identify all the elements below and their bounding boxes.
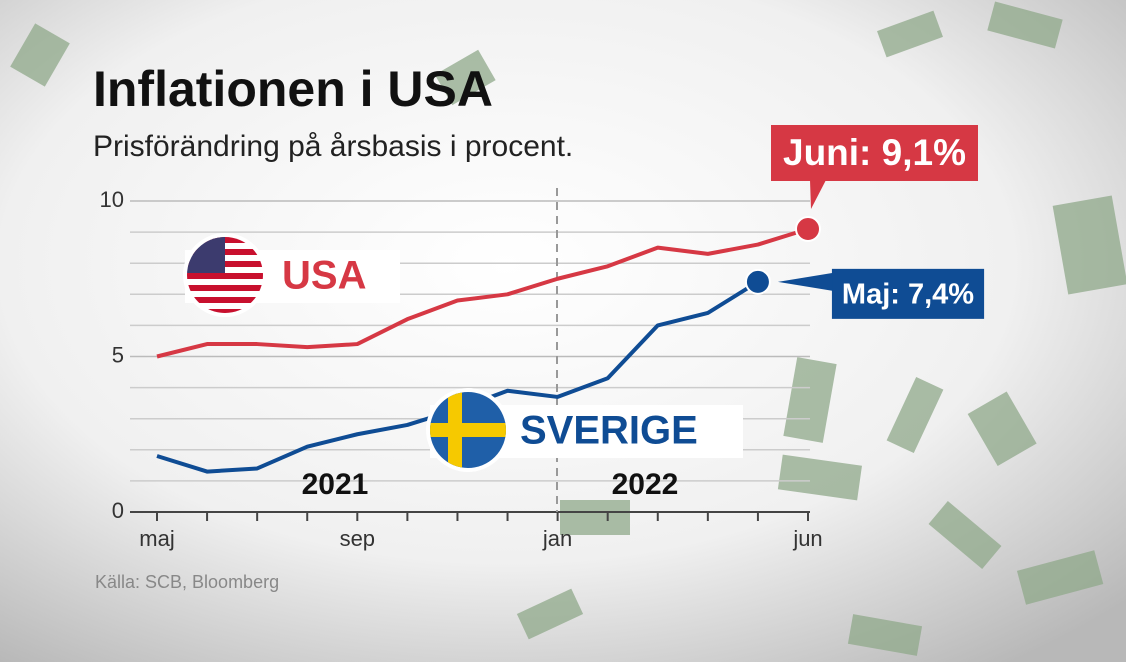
year-label: 2021: [302, 468, 369, 501]
flag-usa: [187, 237, 263, 313]
money-decoration: [10, 1, 1126, 656]
legend-label: SVERIGE: [520, 409, 698, 453]
legend-usa: USA: [183, 233, 400, 317]
x-tick-label: maj: [139, 526, 174, 551]
x-tick-label: jan: [542, 526, 572, 551]
value-label-pointer: [777, 272, 833, 291]
y-tick-label: 0: [112, 498, 124, 523]
source: Källa: SCB, Bloomberg: [95, 572, 279, 592]
value-label-text: Maj: 7,4%: [842, 279, 974, 311]
chart-title: Inflationen i USA: [93, 61, 493, 117]
x-tick-label: jun: [792, 526, 822, 551]
legend-sverige: SVERIGE: [426, 388, 743, 472]
legend-label: USA: [282, 254, 366, 298]
year-label: 2022: [612, 468, 679, 501]
value-label: Juni: 9,1%: [771, 125, 978, 209]
y-tick-label: 10: [100, 187, 124, 212]
plot: Juni: 9,1% Maj: 7,4%: [156, 125, 985, 474]
value-label-box: [831, 268, 985, 319]
x-tick-label: sep: [340, 526, 375, 551]
end-point: [744, 268, 771, 295]
chart-subtitle: Prisförändring på årsbasis i procent.: [93, 130, 573, 163]
value-label-box: [771, 125, 978, 181]
value-label-pointer: [810, 180, 826, 209]
flag-sweden: [430, 392, 506, 468]
end-point: [795, 215, 821, 242]
value-label-text: Juni: 9,1%: [783, 132, 966, 173]
y-tick-label: 5: [112, 342, 124, 367]
series-line: [156, 227, 809, 359]
value-label: Maj: 7,4%: [777, 268, 985, 319]
